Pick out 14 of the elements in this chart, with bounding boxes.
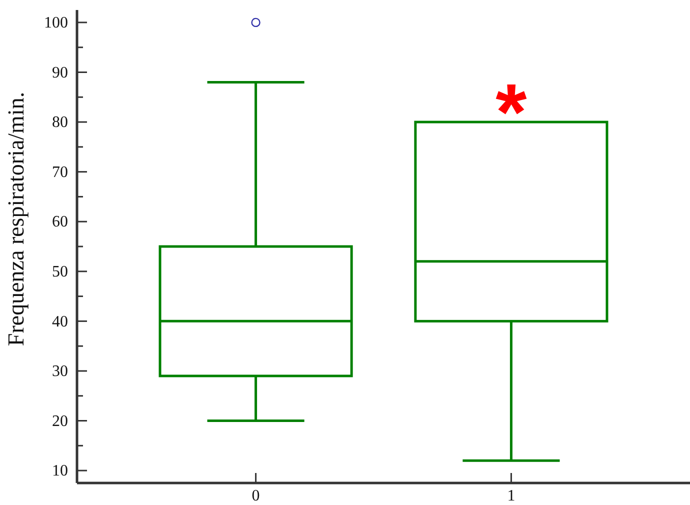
- y-tick-label: 80: [52, 114, 68, 132]
- annotation: *: [496, 67, 528, 156]
- y-tick-label: 10: [52, 462, 68, 480]
- y-axis-title: Frequenza respiratoria/min.: [3, 92, 28, 346]
- y-tick-label: 70: [52, 164, 68, 181]
- y-tick-label: 30: [52, 363, 68, 380]
- y-tick-label: 100: [44, 14, 68, 32]
- y-tick-label: 60: [52, 214, 68, 231]
- y-tick-label: 40: [52, 313, 68, 330]
- x-tick-label: 1: [507, 487, 516, 504]
- x-tick-label: 0: [252, 487, 260, 504]
- y-tick-label: 90: [52, 64, 68, 82]
- y-tick-label: 50: [52, 264, 68, 281]
- y-tick-label: 20: [52, 412, 68, 430]
